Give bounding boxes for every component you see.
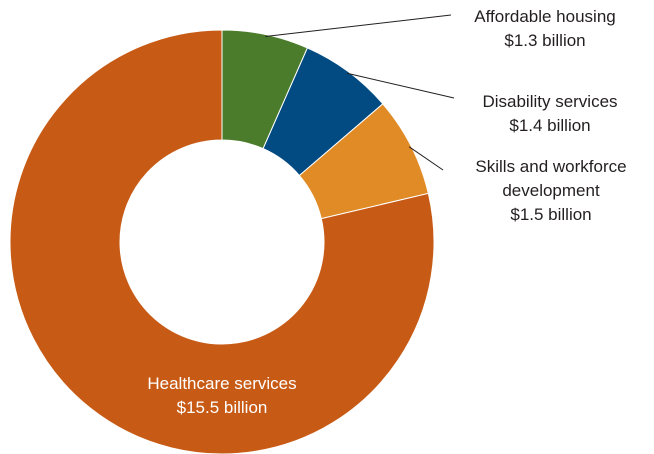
leader-line-disability-services: [346, 72, 455, 99]
slice-name-label: Skills and workforce: [475, 157, 626, 176]
slice-value-label: $15.5 billion: [177, 398, 268, 417]
label-disability-services: Disability services $1.4 billion: [482, 92, 617, 135]
leader-lines: [265, 14, 455, 171]
slice-name-label: development: [502, 181, 600, 200]
slice-name-label: Affordable housing: [474, 7, 615, 26]
donut-slices: [9, 29, 435, 454]
leader-line-affordable-housing: [265, 14, 452, 37]
label-skills-and-workforce-development: Skills and workforce development $1.5 bill…: [475, 157, 626, 224]
slice-value-label: $1.3 billion: [504, 31, 585, 50]
slice-labels: Affordable housing $1.3 billion Disability…: [147, 7, 626, 417]
leader-line-skills-and-workforce-development: [408, 146, 444, 171]
slice-value-label: $1.5 billion: [510, 205, 591, 224]
label-healthcare-services: Healthcare services $15.5 billion: [147, 374, 296, 417]
slice-name-label: Healthcare services: [147, 374, 296, 393]
slice-name-label: Disability services: [482, 92, 617, 111]
slice-value-label: $1.4 billion: [509, 116, 590, 135]
label-affordable-housing: Affordable housing $1.3 billion: [474, 7, 615, 50]
slice-healthcare-services: [9, 29, 435, 454]
